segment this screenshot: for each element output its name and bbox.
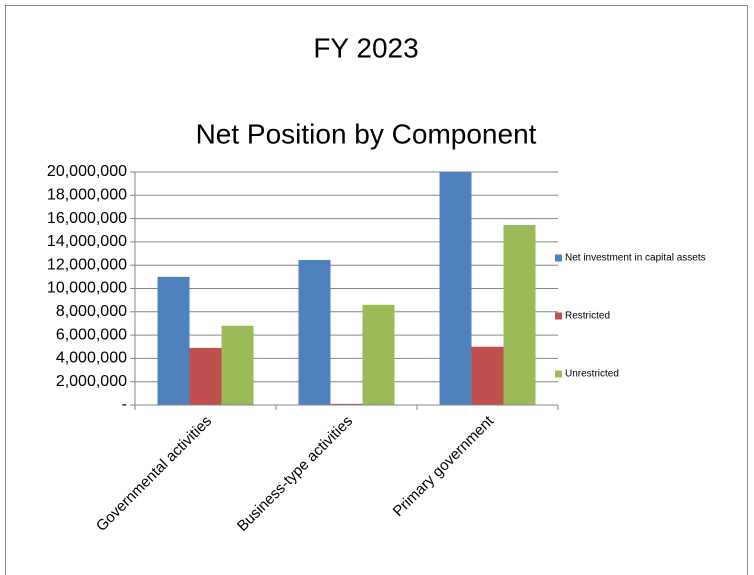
bar	[362, 304, 395, 405]
y-tick-label: 16,000,000	[47, 210, 127, 227]
bar	[330, 403, 363, 405]
y-tick-label: 14,000,000	[47, 233, 127, 250]
chart-frame	[5, 5, 748, 575]
legend-label: Unrestricted	[565, 369, 619, 380]
legend-label: Net investment in capital assets	[565, 253, 706, 264]
bar	[503, 225, 536, 405]
bar	[189, 347, 222, 405]
bar	[157, 276, 190, 405]
chart-subtitle: Net Position by Component	[196, 118, 537, 149]
y-tick-label: 4,000,000	[56, 350, 127, 367]
legend-swatch	[555, 254, 562, 262]
bar	[471, 346, 504, 405]
bar	[298, 259, 331, 405]
y-tick-label: -	[122, 396, 127, 413]
y-tick-label: 18,000,000	[47, 187, 127, 204]
y-tick-label: 6,000,000	[56, 326, 127, 343]
bar	[221, 325, 254, 405]
y-tick-label: 12,000,000	[47, 256, 127, 273]
bar	[439, 172, 472, 405]
y-tick-label: 20,000,000	[47, 163, 127, 180]
legend-swatch	[555, 312, 562, 320]
legend-label: Restricted	[565, 311, 610, 322]
chart-title: FY 2023	[313, 32, 418, 63]
legend-swatch	[555, 370, 562, 378]
y-tick-label: 10,000,000	[47, 280, 127, 297]
y-tick-label: 8,000,000	[56, 303, 127, 320]
y-tick-label: 2,000,000	[56, 373, 127, 390]
